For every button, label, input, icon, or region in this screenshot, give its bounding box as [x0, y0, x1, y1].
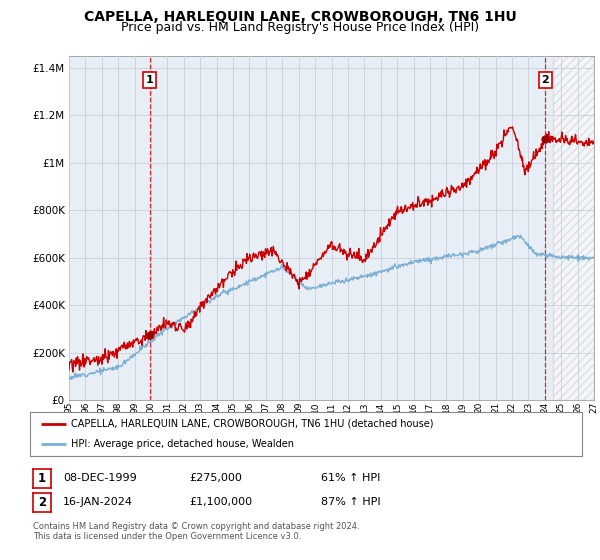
Text: £1,100,000: £1,100,000: [189, 497, 252, 507]
Text: 16-JAN-2024: 16-JAN-2024: [63, 497, 133, 507]
Text: 61% ↑ HPI: 61% ↑ HPI: [321, 473, 380, 483]
Text: HPI: Average price, detached house, Wealden: HPI: Average price, detached house, Weal…: [71, 439, 295, 449]
Text: CAPELLA, HARLEQUIN LANE, CROWBOROUGH, TN6 1HU: CAPELLA, HARLEQUIN LANE, CROWBOROUGH, TN…: [83, 10, 517, 24]
Text: 2: 2: [38, 496, 46, 509]
Text: £275,000: £275,000: [189, 473, 242, 483]
Text: 1: 1: [38, 472, 46, 485]
Text: CAPELLA, HARLEQUIN LANE, CROWBOROUGH, TN6 1HU (detached house): CAPELLA, HARLEQUIN LANE, CROWBOROUGH, TN…: [71, 419, 434, 429]
Text: 08-DEC-1999: 08-DEC-1999: [63, 473, 137, 483]
Text: 1: 1: [146, 75, 154, 85]
Text: Contains HM Land Registry data © Crown copyright and database right 2024.
This d: Contains HM Land Registry data © Crown c…: [33, 522, 359, 542]
Bar: [553, 56, 594, 400]
Bar: [553, 56, 594, 400]
Bar: [553, 56, 594, 400]
Text: 87% ↑ HPI: 87% ↑ HPI: [321, 497, 380, 507]
Text: 2: 2: [542, 75, 550, 85]
Text: Price paid vs. HM Land Registry's House Price Index (HPI): Price paid vs. HM Land Registry's House …: [121, 21, 479, 34]
